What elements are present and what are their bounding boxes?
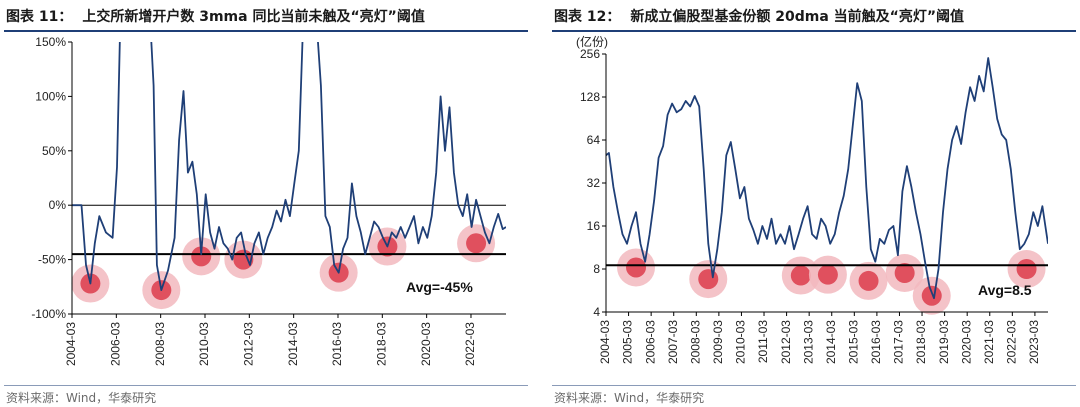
threshold-label: Avg=8.5 xyxy=(978,282,1032,298)
chart-panel-left: 图表 11： 上交所新增开户数 3mma 同比当前未触及“亮灯”阈值 -100% -… xyxy=(0,0,532,407)
x-tick-label: 2011-03 xyxy=(756,320,770,363)
x-tick-label: 2016-03 xyxy=(330,322,344,366)
x-tick-label: 2009-03 xyxy=(711,320,725,364)
x-tick-label: 2018-03 xyxy=(374,322,388,366)
y-tick-label: 32 xyxy=(587,176,601,190)
x-tick-label: 2010-03 xyxy=(197,322,211,366)
y-tick-label: 128 xyxy=(580,90,600,104)
y-tick-label: 64 xyxy=(587,133,601,147)
title-text: 新成立偏股型基金份额 20dma 当前触及“亮灯”阈值 xyxy=(630,9,965,25)
title-rule xyxy=(552,30,1076,32)
y-tick-label: 8 xyxy=(593,262,600,276)
highlight-point xyxy=(817,264,838,285)
series-line xyxy=(72,42,506,292)
x-tick-label: 2012-03 xyxy=(241,322,255,366)
x-tick-label: 2005-03 xyxy=(621,320,635,364)
x-tick-label: 2016-03 xyxy=(869,320,883,364)
x-tick-label: 2022-03 xyxy=(1005,320,1019,364)
y-tick-label: -100% xyxy=(31,307,66,321)
y-tick-label: 50% xyxy=(42,144,66,158)
y-tick-label: 16 xyxy=(587,219,601,233)
y-unit-label: (亿份) xyxy=(576,34,608,49)
highlight-point xyxy=(466,233,487,254)
x-tick-label: 2006-03 xyxy=(643,320,657,364)
x-tick-label: 2020-03 xyxy=(959,320,973,364)
x-tick-label: 2014-03 xyxy=(286,322,300,366)
y-tick-label: 0% xyxy=(49,198,67,212)
highlight-point xyxy=(698,269,719,290)
y-tick-label: 256 xyxy=(580,47,600,61)
x-tick-label: 2015-03 xyxy=(846,320,860,364)
y-tick-label: 4 xyxy=(593,305,600,319)
title-text: 上交所新增开户数 3mma 同比当前未触及“亮灯”阈值 xyxy=(82,9,425,25)
x-tick-label: 2012-03 xyxy=(779,320,793,364)
series-line xyxy=(606,57,1048,300)
highlight-point xyxy=(858,270,879,291)
highlight-point xyxy=(1016,259,1037,279)
x-tick-label: 2019-03 xyxy=(937,320,951,364)
source-note: 资料来源：Wind，华泰研究 xyxy=(6,391,157,405)
y-tick-label: 100% xyxy=(35,89,66,103)
figure-label: 图表 11： xyxy=(6,9,73,25)
x-tick-label: 2007-03 xyxy=(666,320,680,364)
highlight-point xyxy=(921,285,942,306)
line-chart: -100% -50% 0% 50% 100% 150% 2004-03 2006-03 2008… xyxy=(31,35,506,366)
line-chart: 4 8 16 32 64 128 256 2004-03 2005-03 2006-03 2007-… xyxy=(576,34,1048,364)
source-rule xyxy=(552,385,1076,386)
source-note: 资料来源：Wind，华泰研究 xyxy=(554,391,705,405)
x-tick-label: 2018-03 xyxy=(914,320,928,364)
y-tick-label: 150% xyxy=(35,35,66,49)
chart-title: 图表 12： 新成立偏股型基金份额 20dma 当前触及“亮灯”阈值 xyxy=(554,6,964,26)
x-tick-label: 2021-03 xyxy=(982,320,996,364)
highlight-point xyxy=(790,265,811,286)
x-tick-label: 2004-03 xyxy=(598,320,612,364)
x-tick-label: 2023-03 xyxy=(1027,320,1041,364)
chart-title: 图表 11： 上交所新增开户数 3mma 同比当前未触及“亮灯”阈值 xyxy=(6,6,425,26)
highlight-point xyxy=(626,257,647,278)
x-tick-label: 2008-03 xyxy=(688,320,702,364)
source-rule xyxy=(4,385,528,386)
x-tick-label: 2008-03 xyxy=(153,322,167,366)
title-rule xyxy=(4,30,528,32)
chart-panel-right: 图表 12： 新成立偏股型基金份额 20dma 当前触及“亮灯”阈值 4 8 16 32… xyxy=(548,0,1080,407)
x-tick-label: 2010-03 xyxy=(734,320,748,364)
x-tick-label: 2006-03 xyxy=(109,322,123,366)
x-tick-label: 2020-03 xyxy=(419,322,433,366)
x-tick-label: 2017-03 xyxy=(892,320,906,364)
threshold-label: Avg=-45% xyxy=(406,279,473,295)
y-tick-label: -50% xyxy=(38,253,66,267)
highlight-point xyxy=(191,246,212,267)
x-tick-label: 2004-03 xyxy=(64,322,78,366)
figure-label: 图表 12： xyxy=(554,9,621,25)
highlight-point xyxy=(894,263,915,284)
x-tick-label: 2014-03 xyxy=(824,320,838,364)
x-tick-label: 2013-03 xyxy=(801,320,815,364)
x-tick-label: 2022-03 xyxy=(463,322,477,366)
